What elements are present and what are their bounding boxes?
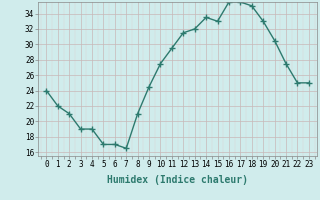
X-axis label: Humidex (Indice chaleur): Humidex (Indice chaleur) <box>107 175 248 185</box>
